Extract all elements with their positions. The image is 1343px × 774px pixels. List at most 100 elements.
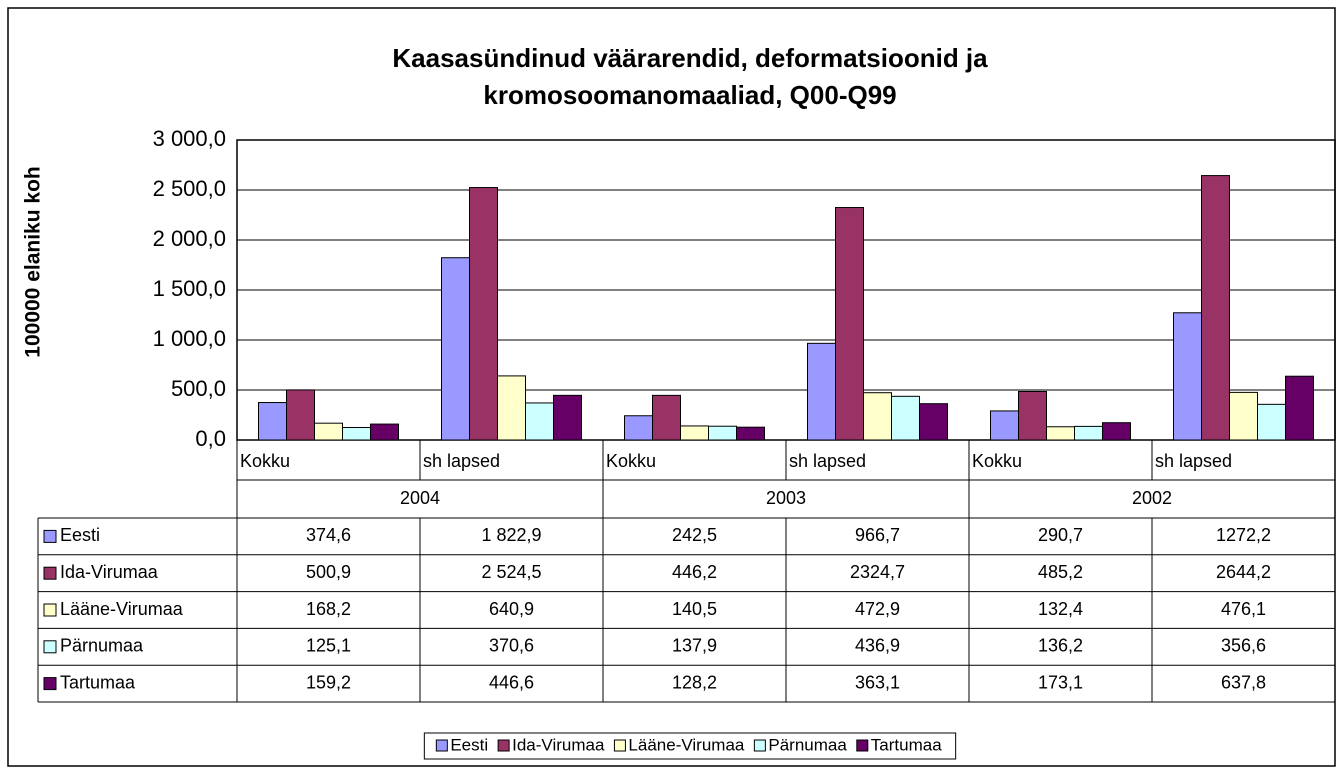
legend-label: Pärnumaa bbox=[768, 735, 847, 754]
bar bbox=[469, 187, 498, 441]
legend-key bbox=[856, 739, 869, 752]
legend-key bbox=[753, 739, 766, 752]
x-tick-label: sh lapsed bbox=[1155, 451, 1232, 471]
table-value: 640,9 bbox=[489, 599, 534, 619]
bar bbox=[342, 426, 371, 441]
table-value: 370,6 bbox=[489, 636, 534, 656]
legend-key bbox=[43, 603, 57, 617]
table-value: 472,9 bbox=[855, 599, 900, 619]
table-value: 446,6 bbox=[489, 672, 534, 692]
bar bbox=[891, 395, 920, 441]
table-value: 446,2 bbox=[672, 562, 717, 582]
table-value: 136,2 bbox=[1038, 636, 1083, 656]
table-value: 485,2 bbox=[1038, 562, 1083, 582]
bar bbox=[1074, 425, 1103, 441]
y-tick-label: 2 500,0 bbox=[153, 176, 226, 201]
bar bbox=[990, 410, 1019, 441]
bar bbox=[835, 207, 864, 441]
chart-title: kromosoomanomaaliad, Q00-Q99 bbox=[483, 80, 896, 110]
y-tick-label: 0,0 bbox=[195, 426, 226, 451]
y-tick-label: 1 500,0 bbox=[153, 276, 226, 301]
row-label: Tartumaa bbox=[60, 672, 136, 692]
y-axis-label: 100000 elaniku koh bbox=[22, 166, 45, 357]
bar bbox=[314, 422, 343, 441]
bar bbox=[258, 402, 287, 441]
bar bbox=[370, 423, 399, 441]
bar bbox=[1201, 175, 1230, 441]
bar bbox=[1257, 403, 1286, 441]
table-value: 1272,2 bbox=[1216, 525, 1271, 545]
x-tick-label: Kokku bbox=[240, 451, 290, 471]
table-value: 356,6 bbox=[1221, 636, 1266, 656]
bar bbox=[1018, 390, 1047, 441]
y-tick-label: 1 000,0 bbox=[153, 326, 226, 351]
legend-label: Eesti bbox=[450, 735, 488, 754]
bar bbox=[1102, 422, 1131, 441]
table-value: 173,1 bbox=[1038, 672, 1083, 692]
table-value: 500,9 bbox=[306, 562, 351, 582]
legend-label: Ida-Virumaa bbox=[512, 735, 605, 754]
bar bbox=[624, 415, 653, 441]
bar bbox=[525, 402, 554, 441]
legend-key bbox=[43, 677, 57, 691]
group-label: 2004 bbox=[400, 488, 440, 508]
bar bbox=[497, 375, 526, 441]
bar bbox=[863, 392, 892, 441]
legend-key bbox=[497, 739, 510, 752]
group-label: 2003 bbox=[766, 488, 806, 508]
chart-frame bbox=[7, 7, 1336, 767]
x-tick-label: sh lapsed bbox=[789, 451, 866, 471]
bar bbox=[919, 403, 948, 441]
table-value: 242,5 bbox=[672, 525, 717, 545]
row-label: Ida-Virumaa bbox=[60, 562, 159, 582]
table-value: 168,2 bbox=[306, 599, 351, 619]
bar bbox=[652, 394, 681, 441]
bar bbox=[708, 425, 737, 441]
table-value: 159,2 bbox=[306, 672, 351, 692]
legend-key bbox=[613, 739, 626, 752]
x-tick-label: Kokku bbox=[606, 451, 656, 471]
table-value: 374,6 bbox=[306, 525, 351, 545]
legend-key bbox=[435, 739, 448, 752]
y-tick-label: 2 000,0 bbox=[153, 226, 226, 251]
legend-key bbox=[43, 640, 57, 654]
table-value: 363,1 bbox=[855, 672, 900, 692]
table-value: 637,8 bbox=[1221, 672, 1266, 692]
bar bbox=[1229, 391, 1258, 441]
table-value: 476,1 bbox=[1221, 599, 1266, 619]
table-value: 2 524,5 bbox=[481, 562, 541, 582]
table-value: 290,7 bbox=[1038, 525, 1083, 545]
table-value: 125,1 bbox=[306, 636, 351, 656]
table-value: 1 822,9 bbox=[481, 525, 541, 545]
table-value: 966,7 bbox=[855, 525, 900, 545]
bar bbox=[1173, 312, 1202, 441]
legend-key bbox=[43, 529, 57, 543]
bar bbox=[736, 426, 765, 441]
row-label: Eesti bbox=[60, 525, 100, 545]
legend-label: Lääne-Virumaa bbox=[628, 735, 744, 754]
chart-title: Kaasasündinud väärarendid, deformatsioon… bbox=[392, 43, 988, 73]
table-value: 2324,7 bbox=[850, 562, 905, 582]
row-label: Lääne-Virumaa bbox=[60, 599, 184, 619]
legend-key bbox=[43, 566, 57, 580]
bar bbox=[1285, 375, 1314, 441]
table-value: 2644,2 bbox=[1216, 562, 1271, 582]
bar bbox=[286, 389, 315, 441]
x-tick-label: Kokku bbox=[972, 451, 1022, 471]
table-value: 128,2 bbox=[672, 672, 717, 692]
x-tick-label: sh lapsed bbox=[423, 451, 500, 471]
y-tick-label: 3 000,0 bbox=[153, 126, 226, 151]
bar bbox=[553, 394, 582, 441]
group-label: 2002 bbox=[1132, 488, 1172, 508]
bar bbox=[680, 425, 709, 441]
table-value: 436,9 bbox=[855, 636, 900, 656]
y-tick-label: 500,0 bbox=[171, 376, 226, 401]
bar bbox=[1046, 426, 1075, 441]
table-value: 137,9 bbox=[672, 636, 717, 656]
table-value: 132,4 bbox=[1038, 599, 1083, 619]
table-value: 140,5 bbox=[672, 599, 717, 619]
bar bbox=[441, 257, 470, 441]
bar bbox=[807, 342, 836, 441]
legend-label: Tartumaa bbox=[871, 735, 942, 754]
